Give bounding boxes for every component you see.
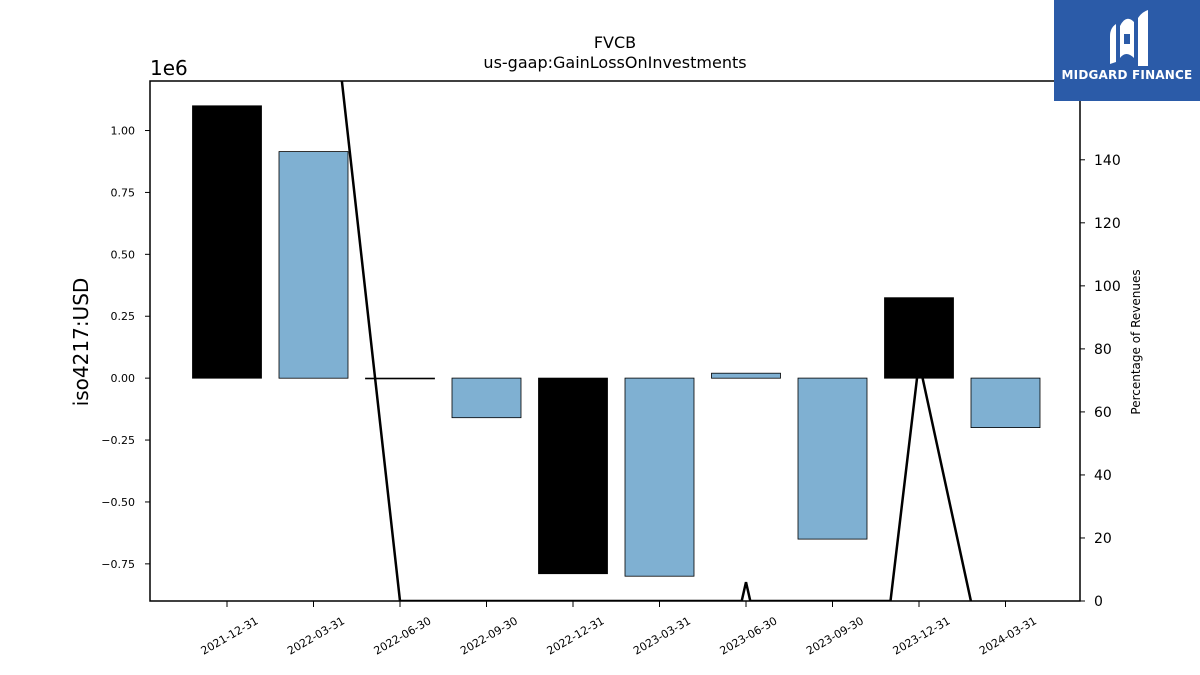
x-tick-label: 2023-06-30 — [718, 614, 780, 657]
y-tick-label: 0.00 — [111, 372, 136, 385]
y-tick-label: −0.25 — [101, 434, 135, 447]
y2-tick-label: 140 — [1094, 153, 1121, 169]
x-tick-label: 2023-12-31 — [891, 614, 953, 657]
brand-logo: MIDGARD FINANCE — [1054, 0, 1200, 101]
x-tick-label: 2021-12-31 — [199, 614, 261, 657]
logo-text: MIDGARD FINANCE — [1061, 68, 1193, 82]
y-tick-label: 1.00 — [111, 125, 136, 138]
x-tick-label: 2022-12-31 — [545, 614, 607, 657]
x-tick-label: 2023-09-30 — [804, 614, 866, 657]
y-offset-label: 1e6 — [150, 56, 188, 80]
line-series-percentage — [340, 81, 973, 601]
logo-mark-icon — [1110, 10, 1148, 66]
x-tick-label: 2024-03-31 — [977, 614, 1039, 657]
y2-tick-label: 80 — [1094, 342, 1112, 358]
bar-2023-03-31 — [624, 377, 695, 577]
bar-2024-03-31 — [970, 377, 1041, 429]
y-tick-label: 0.75 — [111, 186, 136, 199]
line-group — [340, 81, 973, 601]
chart-title: FVCB — [594, 33, 636, 52]
bar-2022-09-30 — [451, 377, 522, 419]
bar-2023-06-30 — [711, 372, 781, 379]
x-tick-label: 2022-03-31 — [285, 614, 347, 657]
y2-axis-label: Percentage of Revenues — [1129, 269, 1143, 414]
y-tick-label: −0.75 — [101, 558, 135, 571]
y-axis-label: iso4217:USD — [69, 278, 93, 407]
plot-frame — [149, 80, 1081, 602]
y-tick-label: 0.50 — [111, 248, 136, 261]
x-tick-label: 2022-06-30 — [372, 614, 434, 657]
bar-group — [192, 105, 1041, 577]
bar-2021-12-31 — [192, 105, 262, 379]
x-tick-label: 2023-03-31 — [631, 614, 693, 657]
y-tick-label: −0.50 — [101, 496, 135, 509]
y2-tick-label: 20 — [1094, 531, 1112, 547]
y2-tick-label: 100 — [1094, 279, 1121, 295]
bar-2022-03-31 — [278, 151, 349, 379]
bar-2022-06-30 — [365, 377, 435, 380]
y2-tick-label: 40 — [1094, 468, 1112, 484]
y2-tick-label: 60 — [1094, 405, 1112, 421]
bar-2022-12-31 — [538, 377, 608, 575]
y2-tick-label: 120 — [1094, 216, 1121, 232]
y2-tick-label: 0 — [1094, 594, 1103, 610]
y-tick-label: 0.25 — [111, 310, 136, 323]
bar-2023-09-30 — [797, 377, 868, 540]
x-tick-label: 2022-09-30 — [458, 614, 520, 657]
chart-subtitle: us-gaap:GainLossOnInvestments — [483, 53, 746, 72]
